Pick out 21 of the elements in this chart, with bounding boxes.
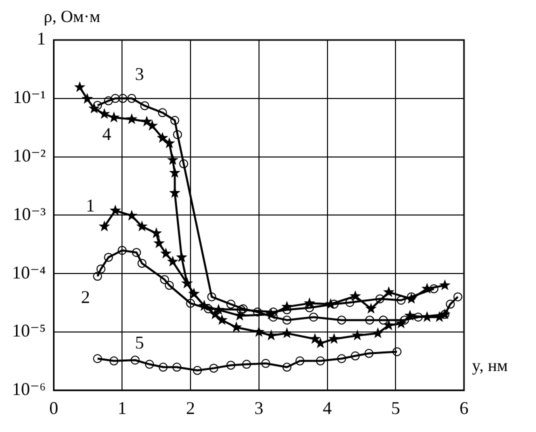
- x-tick-label: 3: [254, 398, 264, 418]
- x-tick-label: 1: [118, 398, 127, 418]
- series-label: 4: [102, 124, 112, 144]
- x-axis-title: y, нм: [472, 356, 508, 375]
- x-tick-label: 4: [322, 398, 332, 418]
- series-label: 5: [135, 332, 144, 352]
- series-label: 2: [81, 287, 90, 308]
- series-label: 3: [135, 64, 144, 84]
- x-tick-label: 6: [460, 398, 468, 418]
- y-tick-label: 10⁻¹: [12, 87, 46, 108]
- y-tick-label: 10⁻³: [12, 204, 46, 224]
- y-tick-label: 10⁻⁴: [12, 262, 46, 282]
- x-tick-label: 5: [391, 398, 400, 418]
- y-tick-label: 1: [36, 28, 46, 49]
- x-tick-label: 2: [186, 398, 196, 418]
- y-tick-label: 10⁻⁵: [12, 320, 46, 341]
- y-axis-title: ρ, Ом·м: [44, 6, 100, 26]
- y-tick-label: 10⁻²: [12, 146, 46, 166]
- series-label: 1: [86, 195, 95, 216]
- x-tick-label: 0: [49, 398, 58, 418]
- y-tick-label: 10⁻⁶: [12, 379, 46, 400]
